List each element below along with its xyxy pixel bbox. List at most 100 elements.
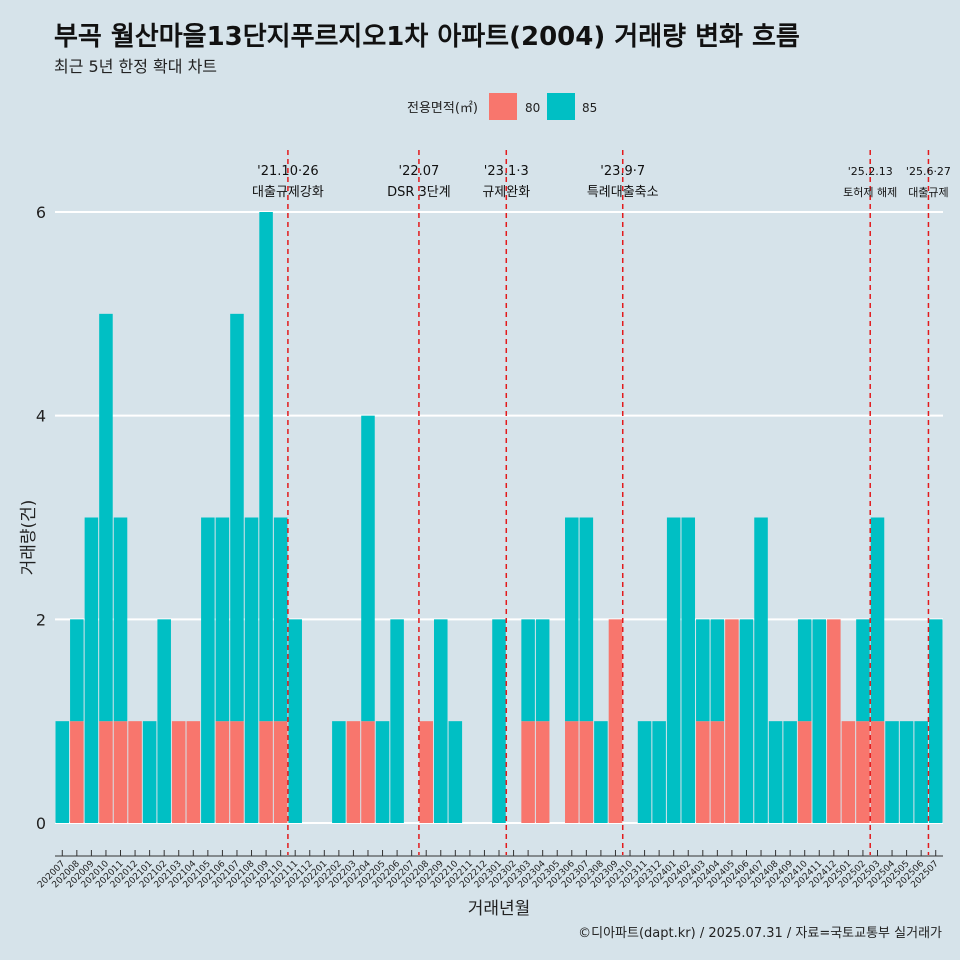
bar-85 [55,721,70,823]
event-label: 규제완화 [482,185,530,200]
bar-85 [870,517,885,722]
bar-80 [346,721,361,823]
source-caption: ©디아파트(dapt.kr) / 2025.07.31 / 자료=국토교통부 실… [578,926,942,941]
bar-80 [696,721,710,823]
bar-80 [579,721,594,823]
bar-85 [273,517,288,722]
bar-85 [579,517,594,722]
bar-80 [113,721,128,823]
y-tick-label: 6 [36,203,46,222]
bar-85 [70,619,84,722]
bar-85 [856,619,870,722]
bar-80 [608,619,623,823]
bar-85 [696,619,710,722]
y-axis: 0 2 4 6 거래량(건) [19,203,46,833]
bar-85 [230,313,244,722]
bar-85 [157,619,171,823]
bar-85 [885,721,899,823]
bar-85 [928,619,943,823]
y-tick-label: 0 [36,814,46,833]
bar-80 [710,721,725,823]
x-axis-label: 거래년월 [468,899,531,919]
y-tick-label: 4 [36,407,46,426]
bar-80 [827,619,841,823]
legend: 전용면적(㎡) 80 85 [407,93,597,120]
bar-85 [492,619,506,823]
event-date: '22.07 [399,164,440,179]
event-date: '21.10·26 [257,164,318,179]
bar-80 [186,721,201,823]
event-date: '25.6·27 [906,165,951,178]
bar-85 [666,517,681,823]
y-axis-label: 거래량(건) [19,500,39,576]
bars [55,212,943,823]
legend-swatch-85 [547,93,575,120]
bar-80 [230,721,244,823]
bar-85 [521,619,535,722]
y-tick-label: 2 [36,610,46,629]
bar-80 [856,721,870,823]
legend-label-80: 80 [525,101,540,115]
bar-85 [332,721,346,823]
bar-80 [725,619,739,823]
bar-80 [361,721,375,823]
x-axis: 2020072020082020092020102020112020122021… [36,850,943,919]
bar-85 [594,721,608,823]
bar-80 [273,721,288,823]
bar-85 [637,721,652,823]
event-label: DSR 3단계 [387,185,451,200]
event-lines: '21.10·26 대출규제강화 '22.07 DSR 3단계 '23.1·3 규제완화 '… [252,150,951,855]
bar-80 [171,721,186,823]
bar-85 [288,619,302,823]
event-label: 특례대출축소 [587,185,659,200]
event-date: '23.9·7 [600,164,645,179]
legend-swatch-80 [489,93,517,120]
bar-80 [565,721,579,823]
bar-85 [448,721,463,823]
bar-80 [841,721,856,823]
bar-85 [565,517,579,722]
bar-85 [652,721,666,823]
bar-80 [535,721,550,823]
bar-85 [375,721,390,823]
bar-85 [390,619,404,823]
event-label: 토허제 해제 [843,185,897,199]
bar-85 [899,721,914,823]
legend-title: 전용면적(㎡) [407,101,478,116]
bar-80 [128,721,142,823]
bar-85 [201,517,215,823]
bar-85 [797,619,812,722]
event-label: 대출규제 [908,186,948,199]
chart-title: 부곡 월산마을13단지푸르지오1차 아파트(2004) 거래량 변화 흐름 [54,22,800,52]
bar-80 [215,721,230,823]
bar-80 [797,721,812,823]
bar-85 [535,619,550,722]
bar-85 [99,313,113,722]
bar-85 [914,721,928,823]
event-label: 대출규제강화 [252,185,324,200]
bar-85 [710,619,725,722]
bar-80 [521,721,535,823]
chart-subtitle: 최근 5년 한정 확대 차트 [54,57,218,76]
bar-80 [99,721,113,823]
bar-85 [783,721,797,823]
bar-80 [70,721,84,823]
bar-80 [870,721,885,823]
event-date: '25.2.13 [848,165,893,178]
bar-85 [812,619,827,823]
event-date: '23.1·3 [484,164,529,179]
bar-80 [419,721,433,823]
bar-80 [259,721,273,823]
bar-85 [244,517,259,823]
bar-85 [739,619,754,823]
bar-85 [259,212,273,722]
bar-85 [434,619,448,823]
bar-85 [754,517,768,823]
bar-85 [215,517,230,722]
bar-85 [84,517,99,823]
bar-85 [113,517,128,722]
bar-85 [361,415,375,722]
bar-85 [142,721,157,823]
legend-label-85: 85 [582,101,597,115]
